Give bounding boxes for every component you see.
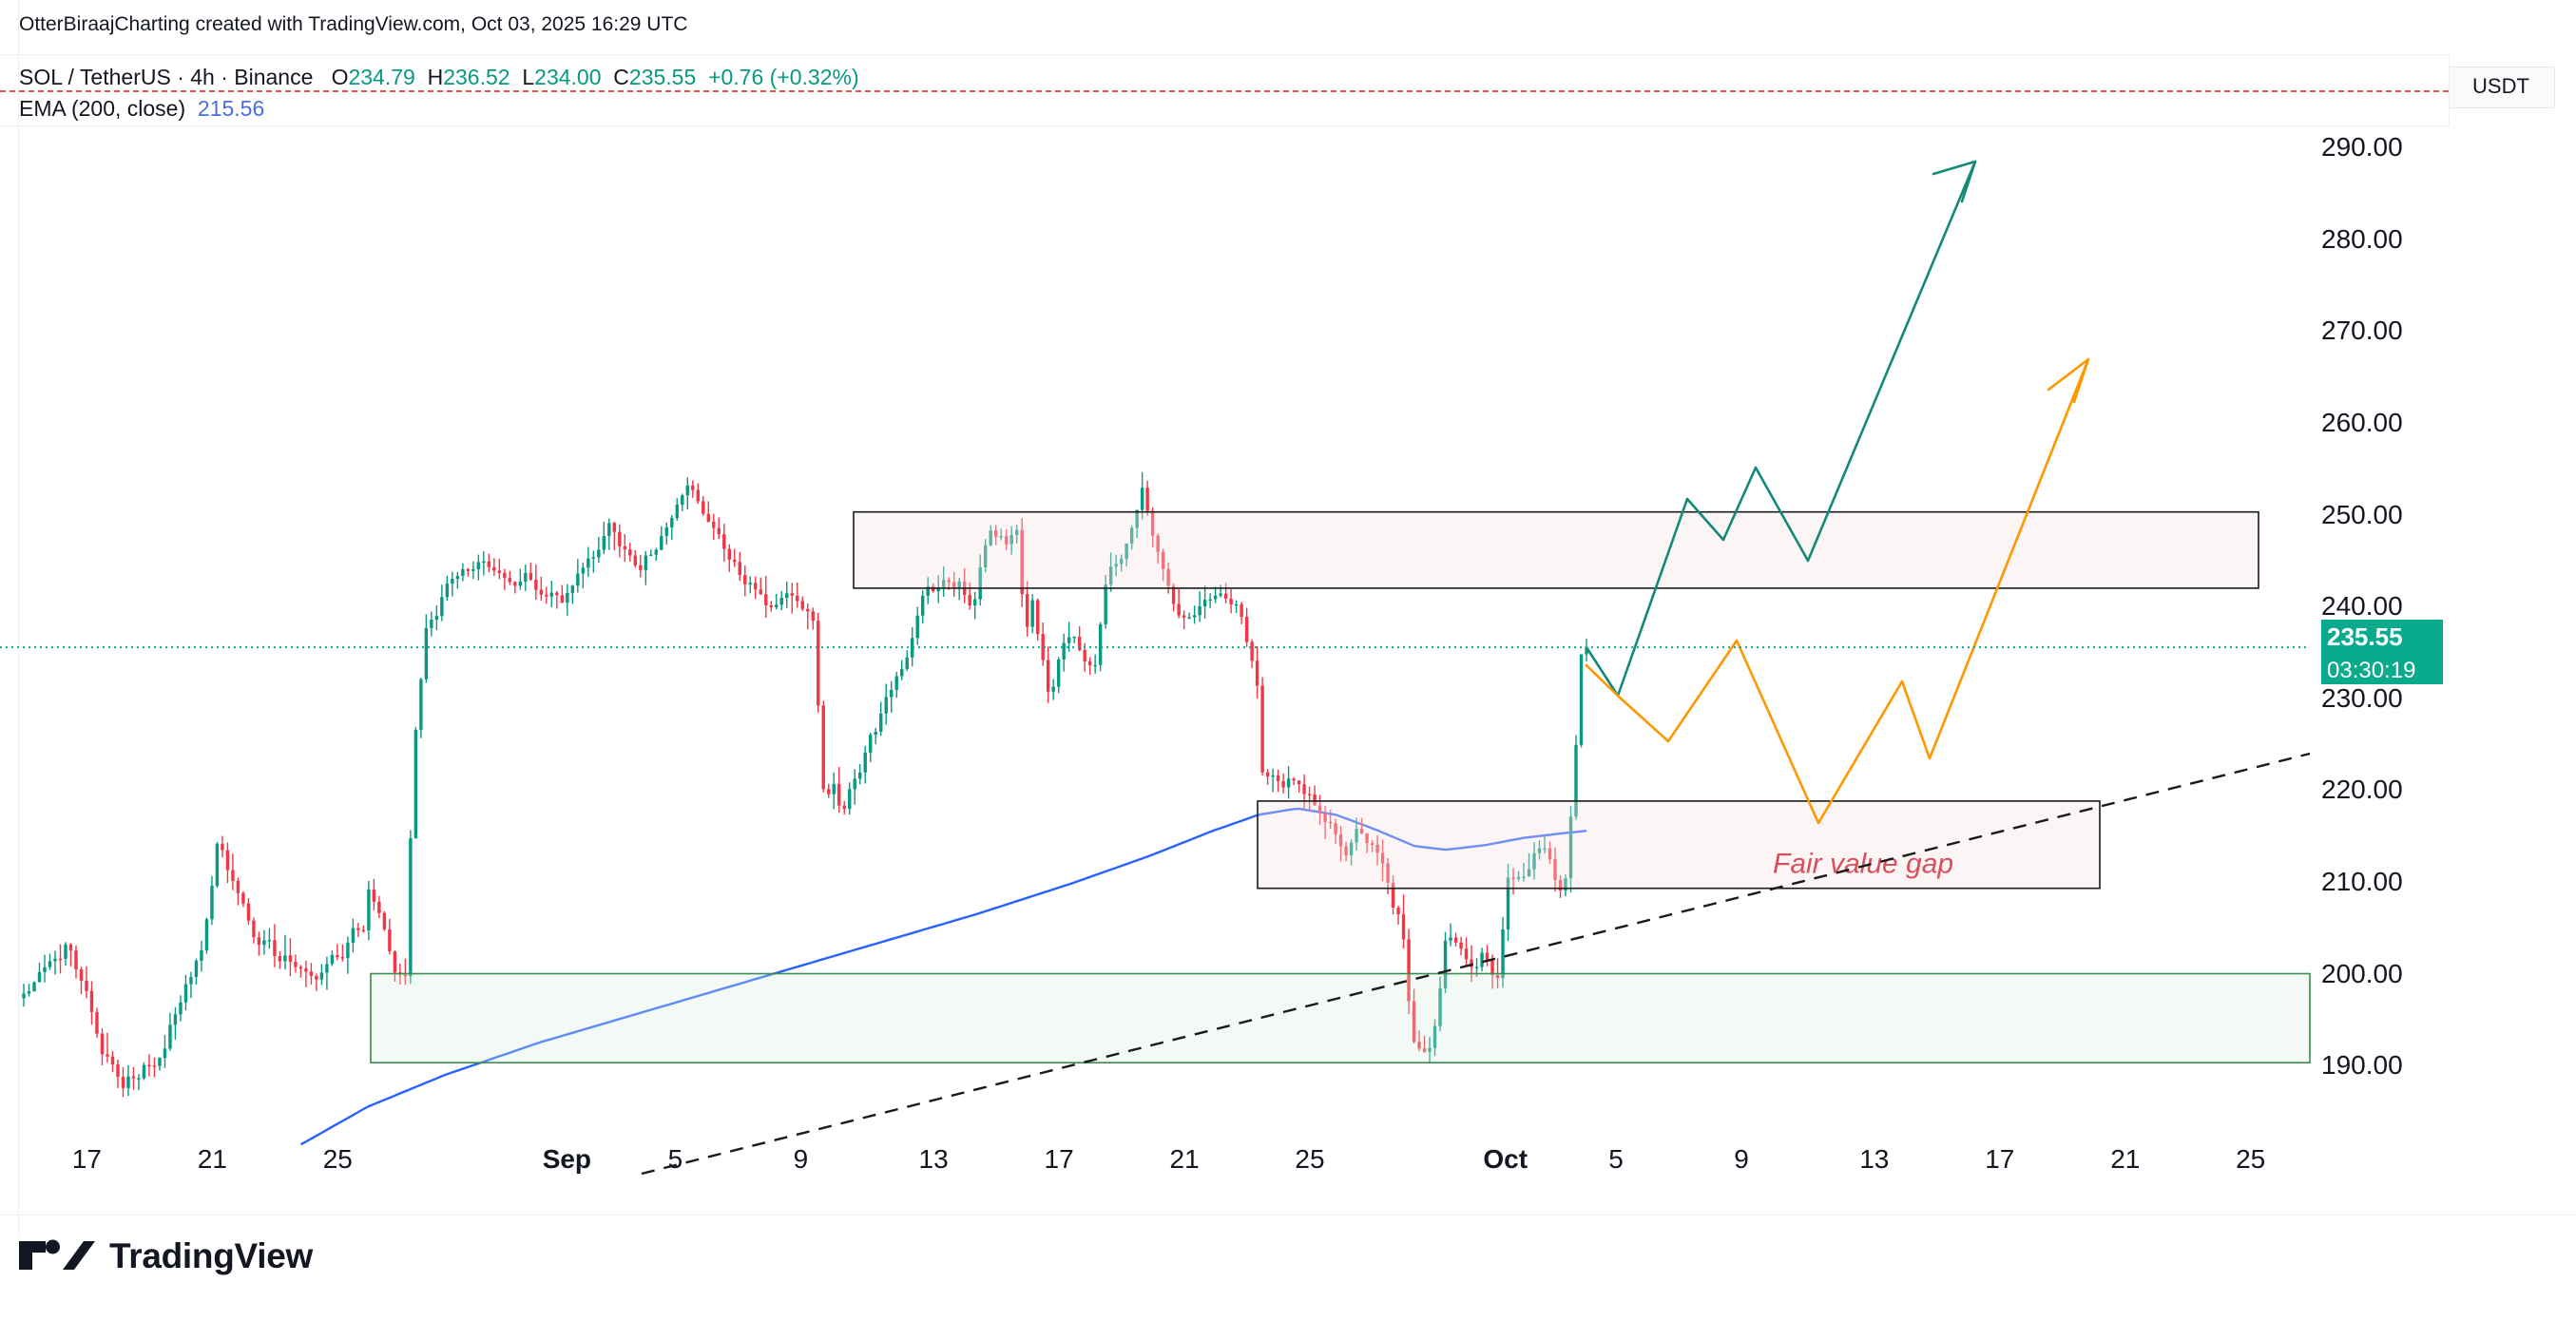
svg-text:Fair value gap: Fair value gap — [1773, 849, 1953, 880]
